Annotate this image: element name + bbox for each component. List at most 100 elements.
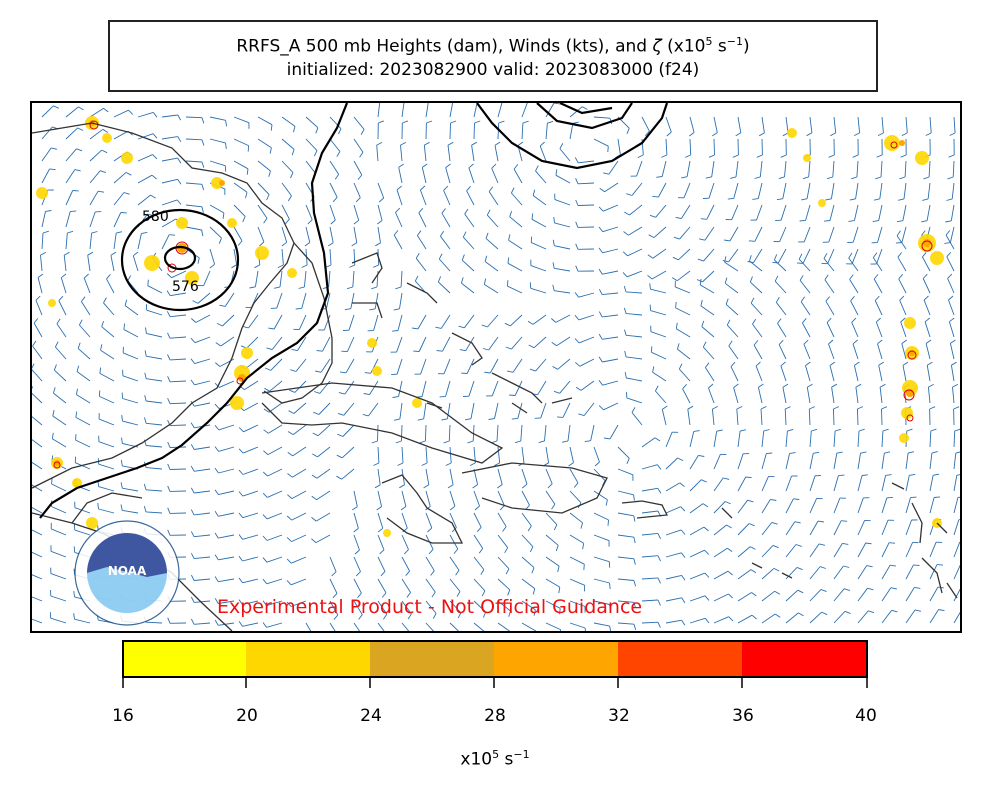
wind-barb	[461, 259, 475, 272]
wind-barb-flag	[782, 383, 789, 388]
wind-barb-flag	[657, 464, 662, 470]
wind-barb-flag	[716, 429, 723, 432]
wind-barb-flag	[120, 504, 123, 511]
wind-barb-flag	[505, 568, 510, 575]
wind-barb-flag	[572, 121, 579, 124]
wind-barb	[947, 278, 955, 294]
wind-barb	[473, 122, 475, 140]
wind-barb	[757, 387, 763, 404]
wind-barb-flag	[712, 405, 719, 410]
wind-barb-flag	[553, 524, 558, 531]
wind-barb-flag	[533, 609, 536, 616]
wind-barb-flag	[693, 430, 700, 432]
wind-barb-flag	[558, 587, 561, 594]
wind-barb-flag	[657, 622, 661, 628]
wind-barb-flag	[774, 275, 779, 282]
wind-barb	[602, 380, 619, 386]
wind-barb-flag	[327, 242, 334, 247]
wind-barb-flag	[369, 308, 376, 311]
wind-barb	[927, 387, 931, 404]
wind-barb	[291, 556, 307, 564]
wind-barb	[708, 387, 715, 404]
wind-barb	[194, 578, 211, 581]
wind-barb	[602, 270, 619, 275]
wind-barb	[224, 292, 235, 307]
wind-barb-flag	[494, 141, 501, 146]
wind-barb-flag	[166, 273, 172, 279]
wind-barb	[929, 542, 937, 558]
wind-barb	[778, 344, 787, 360]
wind-barb	[733, 182, 739, 199]
wind-barb-flag	[373, 462, 380, 466]
wind-barb	[952, 387, 955, 404]
wind-barb	[65, 169, 76, 184]
wind-barb-flag	[598, 288, 603, 295]
wind-barb	[569, 106, 583, 118]
wind-barb	[880, 160, 883, 178]
wind-barb-flag	[724, 277, 728, 284]
wind-barb-flag	[176, 199, 182, 205]
wind-barb-flag	[838, 474, 845, 477]
wind-barb-flag	[901, 132, 908, 137]
wind-barb-flag	[508, 610, 511, 617]
wind-barb	[497, 490, 505, 506]
wind-barb-flag	[474, 505, 480, 511]
wind-barb-flag	[652, 366, 655, 373]
wind-barb-flag	[81, 296, 86, 302]
wind-barb-flag	[482, 611, 487, 618]
wind-barb	[784, 160, 787, 177]
wind-barb-flag	[332, 196, 338, 203]
wind-barb	[665, 552, 682, 558]
wind-barb-flag	[727, 547, 733, 552]
wind-barb	[785, 453, 791, 470]
wind-barb	[903, 182, 907, 199]
wind-barb	[602, 248, 619, 254]
wind-barb	[713, 116, 718, 133]
wind-barb	[689, 138, 692, 156]
wind-barb	[89, 233, 93, 250]
wind-barb-flag	[290, 172, 294, 179]
wind-barb	[726, 324, 739, 338]
wind-barb-flag	[354, 549, 360, 555]
wind-barb	[521, 490, 530, 506]
wind-barb-flag	[214, 554, 219, 561]
wind-barb-flag	[376, 506, 382, 511]
wind-barb-flag	[395, 286, 402, 290]
wind-barb-flag	[121, 437, 123, 444]
wind-barb-flag	[574, 292, 579, 298]
wind-barb-flag	[287, 452, 293, 457]
wind-barb	[353, 622, 360, 631]
wind-barb-flag	[575, 243, 579, 250]
wind-barb-flag	[440, 230, 444, 237]
wind-barb-flag	[32, 386, 34, 390]
wind-barb-flag	[727, 570, 733, 576]
wind-barb-flag	[672, 256, 679, 261]
wind-barb-flag	[750, 297, 755, 304]
wind-barb	[949, 226, 955, 243]
wind-barb	[626, 377, 643, 382]
wind-barb-flag	[458, 325, 465, 329]
wind-barb	[953, 519, 960, 536]
wind-barb	[292, 446, 307, 457]
wind-barb-flag	[83, 273, 89, 279]
colorbar-ticks	[122, 678, 868, 688]
colorbar-tick-label: 24	[360, 706, 382, 726]
wind-barb-flag	[598, 247, 603, 254]
colorbar-units-exp: 5	[492, 748, 500, 761]
wind-barb-flag	[637, 154, 644, 159]
wind-barb-flag	[100, 344, 103, 351]
wind-barb	[491, 380, 499, 397]
wind-barb-flag	[53, 105, 60, 109]
wind-barb-flag	[471, 141, 478, 146]
wind-barb	[593, 600, 610, 605]
wind-barb-flag	[755, 361, 761, 367]
wind-barb	[753, 248, 763, 263]
wind-barb	[896, 235, 907, 250]
wind-barb	[65, 127, 78, 140]
wind-barb	[50, 595, 67, 602]
wind-barb-flag	[190, 444, 195, 450]
wind-barb-flag	[437, 276, 442, 283]
wind-barb	[89, 149, 103, 162]
wind-barb-flag	[689, 132, 695, 137]
wind-barb	[113, 130, 129, 140]
